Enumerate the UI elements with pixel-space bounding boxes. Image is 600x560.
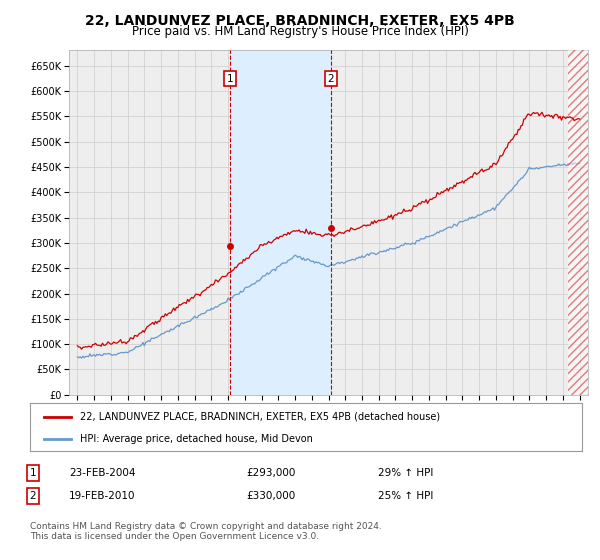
Text: £293,000: £293,000 <box>246 468 295 478</box>
Bar <box>230 50 331 395</box>
Text: 23-FEB-2004: 23-FEB-2004 <box>69 468 136 478</box>
Text: Contains HM Land Registry data © Crown copyright and database right 2024.
This d: Contains HM Land Registry data © Crown c… <box>30 522 382 542</box>
Text: 22, LANDUNVEZ PLACE, BRADNINCH, EXETER, EX5 4PB (detached house): 22, LANDUNVEZ PLACE, BRADNINCH, EXETER, … <box>80 412 440 422</box>
Text: HPI: Average price, detached house, Mid Devon: HPI: Average price, detached house, Mid … <box>80 435 313 445</box>
Text: Price paid vs. HM Land Registry's House Price Index (HPI): Price paid vs. HM Land Registry's House … <box>131 25 469 38</box>
Text: 22, LANDUNVEZ PLACE, BRADNINCH, EXETER, EX5 4PB: 22, LANDUNVEZ PLACE, BRADNINCH, EXETER, … <box>85 14 515 28</box>
Text: 1: 1 <box>29 468 37 478</box>
Text: 2: 2 <box>328 74 334 84</box>
Text: 1: 1 <box>227 74 233 84</box>
Text: 2: 2 <box>29 491 37 501</box>
Text: 29% ↑ HPI: 29% ↑ HPI <box>378 468 433 478</box>
Text: 25% ↑ HPI: 25% ↑ HPI <box>378 491 433 501</box>
Text: 19-FEB-2010: 19-FEB-2010 <box>69 491 136 501</box>
Text: £330,000: £330,000 <box>246 491 295 501</box>
Bar <box>568 50 593 395</box>
